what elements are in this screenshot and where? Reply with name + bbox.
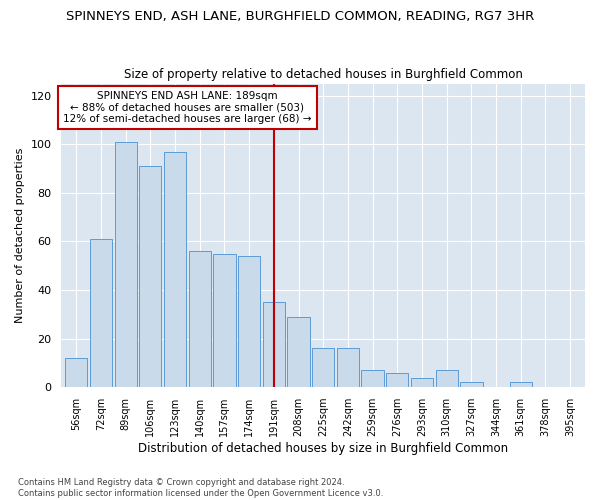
Text: SPINNEYS END ASH LANE: 189sqm
← 88% of detached houses are smaller (503)
12% of : SPINNEYS END ASH LANE: 189sqm ← 88% of d… <box>63 91 311 124</box>
Bar <box>139 166 161 387</box>
Bar <box>115 142 137 387</box>
Y-axis label: Number of detached properties: Number of detached properties <box>15 148 25 323</box>
Text: SPINNEYS END, ASH LANE, BURGHFIELD COMMON, READING, RG7 3HR: SPINNEYS END, ASH LANE, BURGHFIELD COMMO… <box>66 10 534 23</box>
Bar <box>213 254 236 387</box>
Bar <box>164 152 186 387</box>
Bar <box>337 348 359 387</box>
Bar <box>263 302 285 387</box>
Bar <box>65 358 88 387</box>
Bar <box>386 372 409 387</box>
Text: Contains HM Land Registry data © Crown copyright and database right 2024.
Contai: Contains HM Land Registry data © Crown c… <box>18 478 383 498</box>
Title: Size of property relative to detached houses in Burghfield Common: Size of property relative to detached ho… <box>124 68 523 81</box>
Bar <box>411 378 433 387</box>
X-axis label: Distribution of detached houses by size in Burghfield Common: Distribution of detached houses by size … <box>138 442 508 455</box>
Bar <box>436 370 458 387</box>
Bar <box>312 348 334 387</box>
Bar <box>361 370 384 387</box>
Bar <box>238 256 260 387</box>
Bar <box>460 382 482 387</box>
Bar <box>90 239 112 387</box>
Bar <box>287 317 310 387</box>
Bar <box>509 382 532 387</box>
Bar <box>188 251 211 387</box>
